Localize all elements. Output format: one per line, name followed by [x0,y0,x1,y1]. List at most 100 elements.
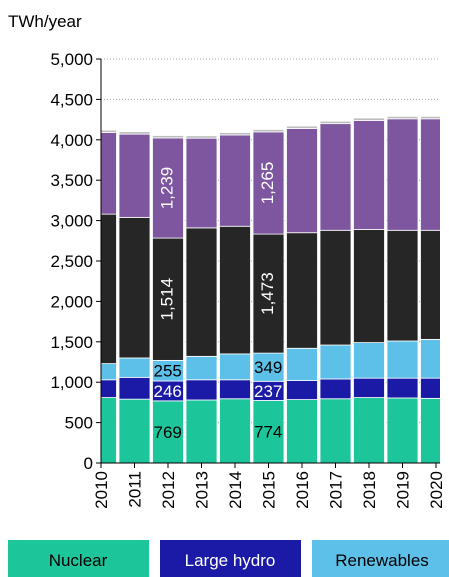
bar-segment [353,342,385,379]
bar-segment [118,216,151,359]
y-tick-label: 1,000 [50,373,93,392]
bar-segment [185,399,218,464]
bar-segment [319,120,352,125]
bar-segment [286,125,318,129]
bar-segment [252,352,285,382]
bar-segment [152,135,184,139]
bar-segment [386,340,419,379]
value-label: 1,265 [258,162,277,205]
bar-segment [420,229,440,340]
y-tick-label: 5,000 [50,50,93,69]
value-label: 349 [254,358,282,377]
bar-segment [420,118,440,231]
y-tick-label: 500 [65,414,93,433]
bar-segment [286,347,318,381]
bar-segment [386,229,419,342]
bar-segment [319,123,352,231]
bar-segment [185,137,218,229]
bar-segment [101,363,117,381]
bar-segment [118,131,151,135]
bar-segment [152,137,184,239]
bar-segment [353,377,385,398]
y-tick-label: 1,500 [50,333,93,352]
y-axis-label: TWh/year [8,12,82,31]
bar-segment [219,134,251,227]
x-tick-label: 2019 [394,471,413,509]
bar-segment [386,377,419,399]
bar-segment [219,225,251,355]
value-label: 769 [154,423,182,442]
x-tick-label: 2013 [193,471,212,509]
bar-segment [319,378,352,400]
bar-segment [420,397,440,464]
legend-swatch [312,540,449,577]
bar-segment [353,117,385,121]
bar-segment [420,338,440,379]
bar-segment [101,397,117,464]
bar-segment [118,133,151,218]
bar-segment [319,229,352,346]
bar-segment [386,118,419,231]
legend-label: Nuclear [49,551,108,570]
bar-segment [319,344,352,380]
bar-segment [152,400,184,464]
bar-segment [252,129,285,133]
value-label: 1,473 [258,272,277,315]
x-tick-label: 2014 [226,471,245,509]
bar-segment [252,400,285,464]
bar-segment [219,398,251,464]
bar-segment [219,379,251,400]
legend-swatch [160,540,301,577]
bar-segment [386,397,419,464]
bar-segment [353,120,385,230]
bar-segment [118,376,151,400]
axes: 0 500 1,000 1,500 2,000 2,500 3,000 3,500 4,000 4… [50,50,446,509]
value-label: 237 [254,382,282,401]
y-tick-label: 0 [84,454,93,473]
bar-segment [118,357,151,378]
bar-segment [219,353,251,381]
value-label: 1,239 [157,167,176,210]
x-tick-label: 2010 [92,471,111,509]
bar-segment [252,131,285,235]
value-label: 246 [154,382,182,401]
bar-segment [252,233,285,354]
bar-segment [319,398,352,464]
bar-segment [152,237,184,361]
legend-label: Renewables [335,551,429,570]
x-tick-label: 2012 [159,471,178,509]
bar-segment [185,379,218,401]
value-label: 1,514 [157,278,176,321]
bar-segment [101,129,117,133]
y-tick-label: 4,000 [50,131,93,150]
x-tick-label: 2011 [126,471,145,508]
bar-segment [353,397,385,464]
bar-segment [185,227,218,357]
bar-segment [286,232,318,349]
bar-segment [118,398,151,464]
bar-segment [185,355,218,381]
bar-segment [420,115,440,120]
y-tick-label: 2,500 [50,252,93,271]
x-tick-label: 2016 [293,471,312,509]
bar-segment [185,135,218,139]
y-tick-label: 4,500 [50,90,93,109]
y-tick-label: 2,000 [50,292,93,311]
bar-segment [101,132,117,215]
bar-segment [101,213,117,365]
legend: Nuclear Large hydro Renewables [8,540,449,577]
x-tick-label: 2018 [360,471,379,509]
bar-segment [286,399,318,464]
bar-segment [286,380,318,400]
x-tick-label: 2017 [327,471,346,509]
bar-segment [353,229,385,344]
legend-label: Large hydro [185,551,276,570]
value-label: 774 [254,423,282,442]
value-label: 255 [154,362,182,381]
bar-segment [286,128,318,234]
x-tick-label: 2015 [260,471,279,509]
legend-swatch [8,540,149,577]
